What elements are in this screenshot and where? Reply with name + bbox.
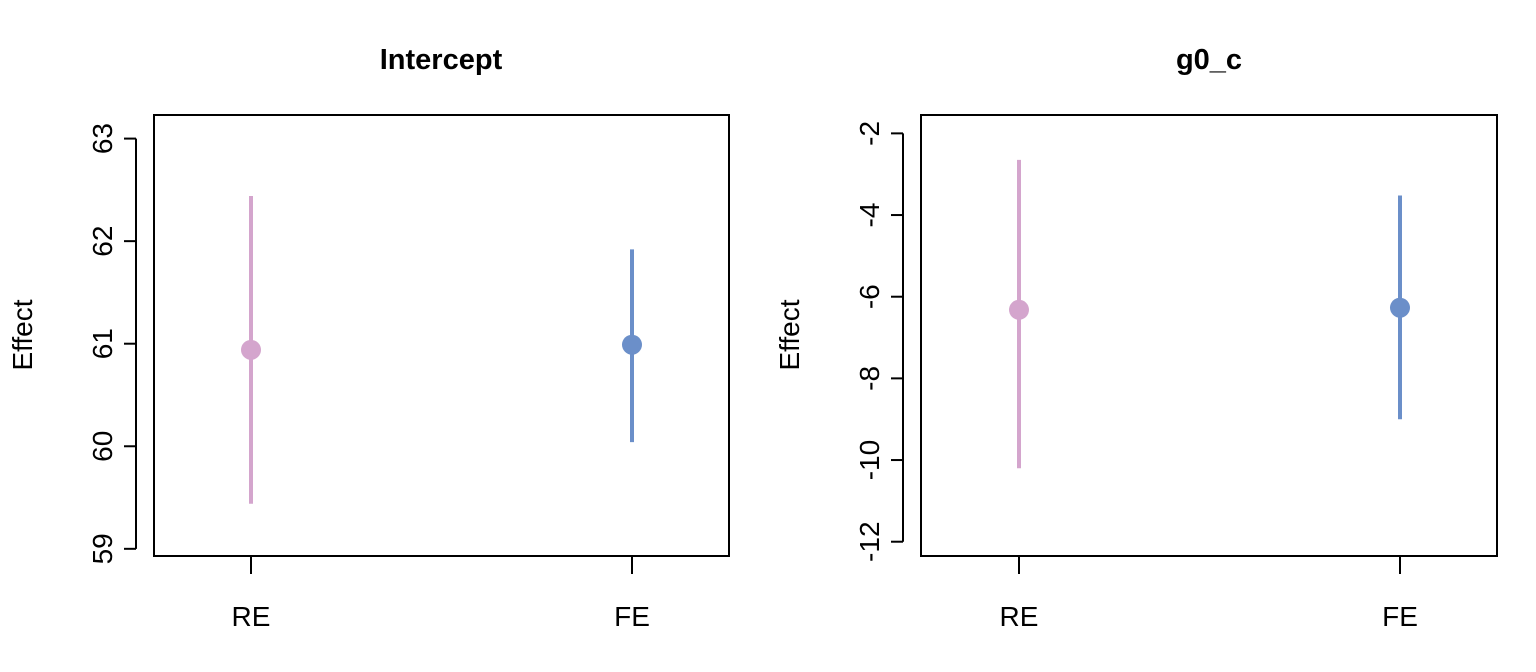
x-tick-label: RE — [232, 601, 271, 632]
point-estimate-re — [241, 339, 261, 360]
panel-intercept: Intercept Effect 59 60 61 62 63 RE FE — [7, 44, 730, 632]
marks — [1009, 159, 1410, 469]
y-tick-label: -12 — [854, 521, 885, 561]
y-tick-label: -6 — [854, 284, 885, 309]
y-tick-label: 59 — [87, 533, 118, 564]
y-tick-label: 62 — [87, 226, 118, 257]
y-axis-label: Effect — [774, 299, 805, 370]
x-tick-label: RE — [1000, 601, 1039, 632]
x-tick-label: FE — [1382, 601, 1418, 632]
y-tick-label: -10 — [854, 440, 885, 480]
panel-title: g0_c — [1176, 44, 1242, 76]
point-estimate-re — [1009, 299, 1029, 320]
y-axis: -12 -10 -8 -6 -4 -2 — [854, 121, 904, 562]
y-axis-label: Effect — [7, 299, 38, 370]
plot-frame — [153, 114, 730, 557]
y-tick-label: 60 — [87, 431, 118, 462]
y-axis: 59 60 61 62 63 — [87, 123, 137, 564]
y-tick-label: 61 — [87, 328, 118, 359]
marks — [241, 196, 642, 504]
panel-title: Intercept — [380, 44, 503, 76]
y-tick-label: -2 — [854, 121, 885, 146]
point-estimate-fe — [1390, 297, 1410, 318]
y-tick-label: 63 — [87, 123, 118, 154]
y-tick-label: -8 — [854, 366, 885, 391]
plot-frame — [920, 114, 1498, 557]
x-axis: RE FE — [1000, 556, 1418, 632]
point-estimate-fe — [622, 334, 642, 355]
panel-g0-c: g0_c Effect -12 -10 -8 -6 -4 -2 RE FE — [774, 44, 1498, 632]
y-tick-label: -4 — [854, 203, 885, 228]
x-tick-label: FE — [614, 601, 650, 632]
x-axis: RE FE — [232, 556, 650, 632]
